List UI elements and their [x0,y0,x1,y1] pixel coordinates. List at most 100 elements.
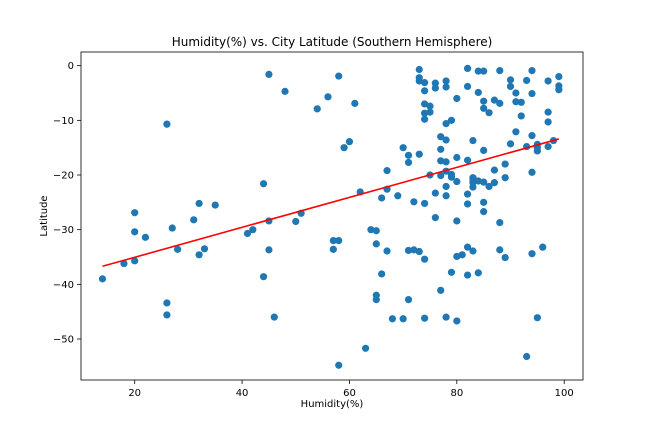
data-point [329,245,337,253]
data-point [259,180,268,188]
data-point [442,136,450,144]
data-point [421,109,429,117]
x-tick-label: 100 [555,388,574,399]
data-point [528,168,536,176]
data-point [410,198,418,206]
data-point [469,183,477,191]
data-point [544,77,552,85]
data-point [426,108,434,116]
data-point [431,189,439,197]
data-point [437,133,445,141]
data-point [555,86,563,94]
data-point [174,245,182,253]
data-point [399,315,407,323]
y-tick-label: −40 [53,280,74,291]
data-point [463,82,472,91]
data-point [388,315,396,323]
data-point [404,151,413,159]
data-point [292,217,300,226]
data-point [421,115,429,123]
data-point [351,99,359,107]
data-point [517,98,525,106]
data-point [469,247,477,255]
data-point [453,94,461,103]
data-point [463,271,472,279]
data-point [211,201,219,209]
data-point [313,105,321,113]
data-point [544,142,552,151]
data-point [345,138,354,146]
data-point [404,158,413,167]
chart-title: Humidity(%) vs. City Latitude (Southern … [172,35,493,49]
data-point [200,245,209,253]
data-point [442,182,450,191]
data-point [442,158,450,166]
data-point [421,79,429,87]
data-point [421,87,429,95]
data-point [415,150,423,158]
data-point [474,67,482,75]
y-tick-label: −50 [53,335,74,346]
data-point [501,253,509,262]
data-point [512,128,520,136]
points-layer [98,64,563,369]
data-point [190,216,198,224]
data-point [523,352,531,361]
x-tick-label: 80 [450,388,463,399]
data-point [453,317,461,325]
data-point [163,299,171,307]
data-point [480,67,488,75]
y-tick-label: −10 [53,116,74,127]
data-point [367,226,375,234]
data-point [383,247,391,255]
x-tick-label: 60 [343,388,356,399]
data-point [437,171,445,180]
data-point [463,190,472,198]
data-point [431,214,439,222]
data-point [442,77,450,85]
data-point [442,192,450,200]
regression-line [102,138,560,268]
data-point [463,200,472,208]
data-point [490,166,499,174]
x-axis-ticks: 20 40 60 80 100 [128,380,574,399]
data-point [463,156,472,164]
y-tick-label: −20 [53,171,74,182]
data-point [324,93,332,101]
data-point [281,87,289,95]
data-point [480,178,488,186]
data-point [447,173,456,181]
y-tick-label: 0 [68,61,74,72]
data-point [447,116,456,124]
data-point [528,89,536,98]
data-point [265,246,273,254]
data-point [270,313,278,321]
data-point [485,109,493,117]
data-point [120,259,128,268]
data-point [399,144,407,152]
regression-layer [102,138,560,268]
plot-frame [80,51,584,381]
data-point [453,217,461,225]
data-point [480,104,488,112]
data-point [496,218,504,227]
data-point [539,243,547,251]
data-point [501,160,509,168]
data-point [163,120,171,128]
data-point [480,97,488,105]
data-point [501,174,509,182]
data-point [480,208,488,216]
data-point [512,89,520,97]
y-axis-ticks: 0 −10 −20 −30 −40 −50 [53,61,81,346]
x-tick-label: 40 [236,388,249,399]
data-point [249,226,257,234]
data-point [506,82,515,91]
data-point [490,96,499,104]
data-point [378,194,386,202]
data-point [141,233,150,241]
data-point [469,136,477,145]
data-point [335,72,343,80]
data-point [480,146,488,154]
data-point [555,73,563,81]
